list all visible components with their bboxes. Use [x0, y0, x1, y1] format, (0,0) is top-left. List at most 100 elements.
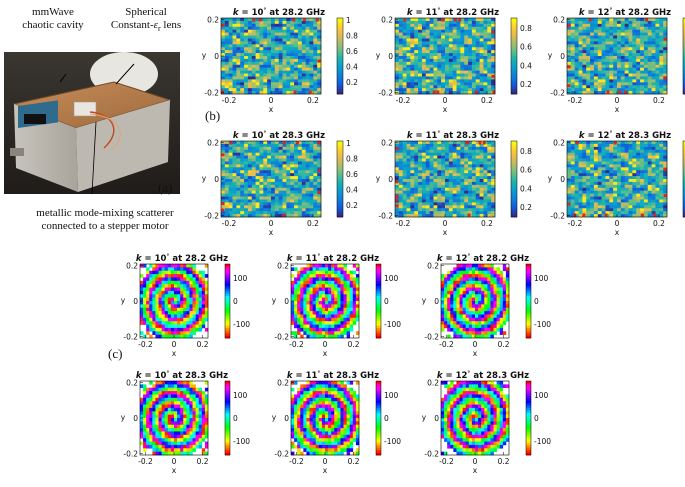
colorbar-segment: [337, 146, 343, 149]
heatmap-cell: [578, 26, 583, 30]
heatmap-cell: [617, 67, 622, 71]
heatmap-cell: [247, 91, 253, 95]
heatmap-cell: [452, 155, 457, 159]
heatmap-cell: [437, 50, 442, 54]
heatmap-cell: [663, 32, 668, 36]
heatmap-cell: [597, 88, 602, 92]
heatmap-cell: [414, 208, 419, 212]
colorbar-segment: [225, 303, 230, 307]
heatmap-cell: [263, 61, 268, 66]
heatmap-cell: [274, 85, 279, 89]
heatmap-cell: [456, 88, 461, 92]
y-tick-label: -0.2: [378, 88, 393, 97]
heatmap-cell: [177, 301, 181, 305]
heatmap-cell: [464, 44, 469, 48]
heatmap-cell: [186, 277, 190, 282]
heatmap-cell: [651, 18, 656, 22]
heatmap-cell: [317, 152, 322, 156]
heatmap-cell: [140, 294, 144, 298]
heatmap-cell: [433, 152, 438, 156]
heatmap-cell: [601, 211, 606, 215]
heatmap-cell: [632, 173, 637, 177]
heatmap-cell: [421, 143, 427, 148]
heatmap-cell: [189, 277, 193, 282]
heatmap-cell: [228, 35, 233, 39]
heatmap-cell: [247, 184, 253, 189]
heatmap-cell: [578, 208, 583, 212]
heatmap-cell: [309, 155, 314, 159]
heatmap-cell: [418, 179, 423, 183]
heatmap-cell: [597, 214, 602, 218]
heatmap-cell: [278, 167, 283, 171]
heatmap-cell: [567, 190, 572, 194]
heatmap-cell: [278, 26, 283, 30]
colorbar-segment: [337, 211, 343, 215]
heatmap-cell: [636, 170, 641, 174]
heatmap-cell: [313, 47, 318, 51]
heatmap-cell: [479, 158, 484, 162]
heatmap-cell: [286, 38, 291, 42]
heatmap-cell: [663, 88, 668, 92]
heatmap-cell: [236, 44, 241, 48]
heatmap-cell: [479, 20, 484, 25]
heatmap-cell: [183, 264, 187, 268]
colorbar-segment: [683, 173, 685, 177]
heatmap-cell: [429, 214, 434, 218]
heatmap-cell: [259, 149, 264, 153]
heatmap-cell: [613, 29, 618, 33]
heatmap-cell: [441, 202, 446, 206]
heatmap-cell: [240, 176, 245, 180]
heatmap-cell: [567, 56, 572, 60]
heatmap-cell: [236, 64, 241, 68]
heatmap-cell: [636, 208, 641, 212]
heatmap-cell: [395, 161, 400, 165]
heatmap-cell: [574, 82, 579, 86]
heatmap-cell: [251, 58, 256, 63]
heatmap-cell: [192, 267, 196, 272]
heatmap-cell: [491, 214, 496, 218]
heatmap-cell: [201, 317, 206, 322]
heatmap-cell: [294, 149, 299, 153]
heatmap-cell: [441, 47, 446, 51]
heatmap-cell: [487, 149, 492, 153]
heatmap-cell: [263, 193, 268, 197]
plot-title-eq: = 11: [413, 8, 438, 18]
heatmap-cell: [479, 208, 484, 212]
heatmap-cell: [433, 32, 438, 36]
heatmap-cell: [305, 202, 310, 206]
heatmap-cell: [271, 29, 276, 33]
heatmap-cell: [647, 164, 652, 168]
heatmap-cell: [244, 32, 249, 36]
heatmap-cell: [464, 41, 469, 45]
heatmap-cell: [609, 170, 614, 174]
heatmap-cell: [263, 67, 268, 71]
heatmap-cell: [297, 196, 303, 200]
heatmap-cell: [617, 184, 622, 189]
heatmap-cell: [286, 88, 291, 92]
plot-title-k: k: [579, 131, 586, 141]
heatmap-cell: [236, 47, 241, 51]
heatmap-cell: [659, 23, 664, 28]
heatmap-cell: [620, 208, 625, 212]
heatmap-cell: [601, 146, 606, 151]
heatmap-cell: [647, 64, 652, 68]
heatmap-cell: [475, 149, 480, 153]
heatmap-cell: [267, 47, 272, 51]
heatmap-cell: [414, 205, 419, 209]
heatmap-cell: [155, 264, 159, 268]
heatmap-cell: [574, 170, 579, 174]
heatmap-cell: [663, 79, 668, 83]
colorbar-segment: [511, 204, 517, 208]
heatmap-cell: [309, 35, 314, 39]
heatmap-cell: [663, 155, 668, 159]
heatmap-cell: [305, 76, 310, 80]
heatmap-cell: [582, 26, 587, 30]
heatmap-cell: [441, 44, 446, 48]
heatmap-cell: [437, 176, 442, 180]
heatmap-cell: [278, 187, 283, 191]
heatmap-cell: [309, 181, 314, 186]
heatmap-cell: [475, 152, 480, 156]
colorbar-segment: [337, 56, 343, 59]
heatmap-cell: [570, 53, 575, 57]
heatmap-cell: [624, 184, 629, 189]
